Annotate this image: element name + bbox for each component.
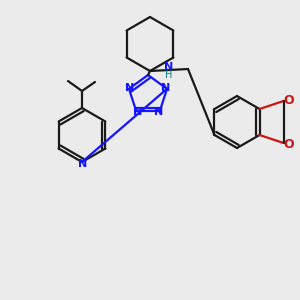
Text: N: N [154, 107, 164, 117]
Text: N: N [133, 107, 142, 117]
Text: N: N [125, 83, 135, 93]
Text: N: N [164, 62, 174, 72]
Text: O: O [283, 94, 294, 106]
Text: O: O [283, 137, 294, 151]
Text: N: N [78, 159, 88, 169]
Text: H: H [165, 70, 173, 80]
Text: N: N [161, 83, 171, 93]
